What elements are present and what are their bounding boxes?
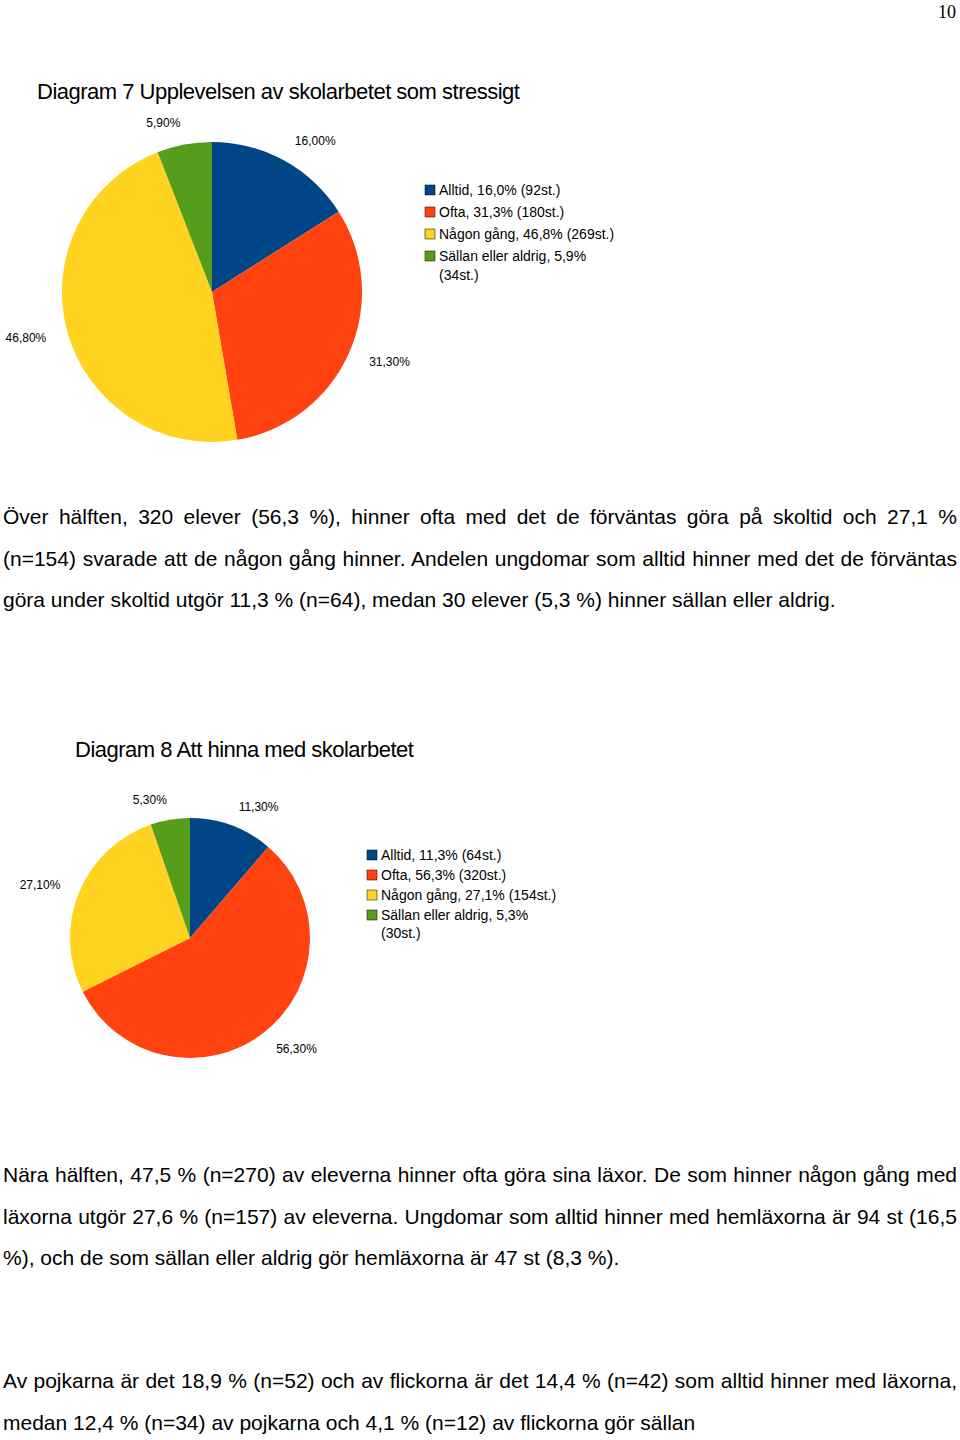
- legend-label: Sällan eller aldrig, 5,9%(34st.): [439, 248, 586, 283]
- pie: [70, 818, 310, 1058]
- legend-label: Ofta, 56,3% (320st.): [381, 867, 506, 883]
- legend-swatch: [425, 229, 435, 239]
- data-label: 5,90%: [146, 116, 180, 130]
- legend: Alltid, 16,0% (92st.) Ofta, 31,3% (180st.…: [425, 182, 614, 283]
- data-label: 27,10%: [20, 878, 61, 892]
- legend-label: Någon gång, 46,8% (269st.): [439, 226, 614, 242]
- legend-label: Alltid, 16,0% (92st.): [439, 182, 560, 198]
- legend: Alltid, 11,3% (64st.) Ofta, 56,3% (320st.…: [367, 847, 556, 941]
- paragraph: Av pojkarna är det 18,9 % (n=52) och av …: [3, 1360, 957, 1440]
- chart: Diagram 8 Att hinna med skolarbetet 11,30…: [20, 737, 557, 1058]
- pie-slice: [151, 818, 190, 938]
- legend-swatch: [425, 251, 435, 261]
- legend-swatch: [367, 890, 377, 900]
- paragraph: Över hälften, 320 elever (56,3 %), hinne…: [3, 496, 957, 621]
- page-number: 10: [938, 2, 956, 23]
- paragraph: Nära hälften, 47,5 % (n=270) av eleverna…: [3, 1154, 957, 1279]
- data-label: 11,30%: [239, 800, 279, 814]
- pie-slice: [212, 212, 362, 440]
- data-label: 16,00%: [295, 134, 336, 148]
- pie: [62, 142, 362, 442]
- legend-swatch: [367, 910, 377, 920]
- data-label: 46,80%: [6, 331, 47, 345]
- legend-label: Alltid, 11,3% (64st.): [381, 847, 501, 863]
- legend-label: Sällan eller aldrig, 5,3%(30st.): [381, 907, 528, 941]
- chart: Diagram 7 Upplevelsen av skolarbetet som…: [6, 79, 615, 442]
- legend-swatch: [425, 185, 435, 195]
- pie-slice: [158, 142, 212, 292]
- legend-label: Någon gång, 27,1% (154st.): [381, 887, 556, 903]
- data-label: 56,30%: [276, 1042, 317, 1056]
- chart-title: Diagram 8 Att hinna med skolarbetet: [75, 737, 414, 762]
- data-labels: 16,00% 31,30% 46,80% 5,90%: [6, 116, 411, 369]
- legend-swatch: [367, 850, 377, 860]
- data-label: 31,30%: [369, 355, 410, 369]
- data-label: 5,30%: [133, 793, 167, 807]
- data-labels: 11,30% 56,30% 27,10% 5,30%: [20, 793, 318, 1055]
- chart-title: Diagram 7 Upplevelsen av skolarbetet som…: [37, 79, 520, 104]
- legend-swatch: [425, 207, 435, 217]
- page-graphics: Diagram 7 Upplevelsen av skolarbetet som…: [0, 0, 960, 1440]
- legend-label: Ofta, 31,3% (180st.): [439, 204, 564, 220]
- legend-swatch: [367, 870, 377, 880]
